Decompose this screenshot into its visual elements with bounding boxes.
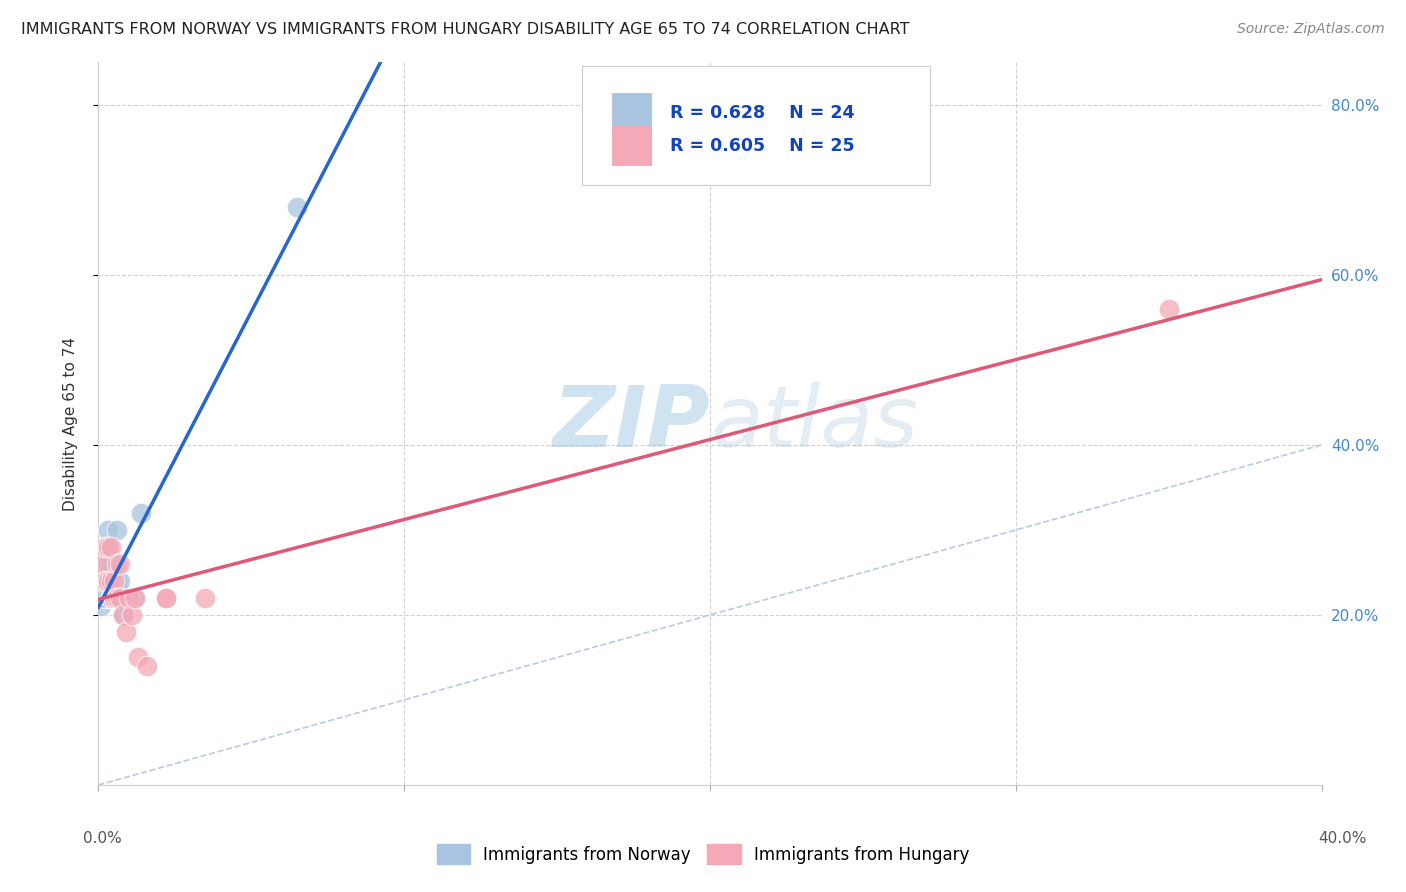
Point [97,574,120,588]
Point [97,523,120,537]
Point [127,650,149,665]
Text: 40.0%: 40.0% [1319,831,1367,847]
Y-axis label: Disability Age 65 to 74: Disability Age 65 to 74 [63,336,77,511]
Text: IMMIGRANTS FROM NORWAY VS IMMIGRANTS FROM HUNGARY DISABILITY AGE 65 TO 74 CORREL: IMMIGRANTS FROM NORWAY VS IMMIGRANTS FRO… [21,22,910,37]
Point [93,540,115,554]
Point [103,574,125,588]
Point [111,607,134,622]
Point [124,591,146,605]
Text: R = 0.605    N = 25: R = 0.605 N = 25 [669,136,855,154]
Point [105,523,128,537]
Point [105,574,128,588]
Point [97,540,120,554]
Text: Source: ZipAtlas.com: Source: ZipAtlas.com [1237,22,1385,37]
Text: atlas: atlas [710,382,918,466]
Point [118,591,141,605]
FancyBboxPatch shape [612,126,651,165]
Point [100,574,122,588]
Point [97,540,120,554]
Point [111,607,134,622]
Point [194,591,217,605]
Point [97,557,120,571]
Point [100,591,122,605]
Point [93,591,115,605]
Point [103,574,125,588]
Point [108,591,131,605]
Point [90,557,112,571]
Text: R = 0.628    N = 24: R = 0.628 N = 24 [669,104,855,122]
Point [105,557,128,571]
Point [100,591,122,605]
Point [155,591,177,605]
Point [136,659,159,673]
Point [108,591,131,605]
Point [103,591,125,605]
Point [90,599,112,614]
Point [105,591,128,605]
Point [100,574,122,588]
Point [129,506,152,520]
Point [108,557,131,571]
Text: ZIP: ZIP [553,382,710,466]
FancyBboxPatch shape [582,66,931,186]
Legend: Immigrants from Norway, Immigrants from Hungary: Immigrants from Norway, Immigrants from … [430,838,976,871]
Point [103,591,125,605]
Text: 0.0%: 0.0% [83,831,122,847]
Point [108,574,131,588]
Point [100,557,122,571]
Point [100,540,122,554]
Point [103,591,125,605]
Point [93,540,115,554]
FancyBboxPatch shape [612,93,651,133]
Point [1157,301,1180,316]
Point [93,574,115,588]
Point [121,607,143,622]
Point [115,624,138,639]
Point [103,591,125,605]
Point [105,582,128,597]
Point [155,591,177,605]
Point [100,574,122,588]
Point [124,591,146,605]
Point [285,200,308,214]
Point [97,574,120,588]
